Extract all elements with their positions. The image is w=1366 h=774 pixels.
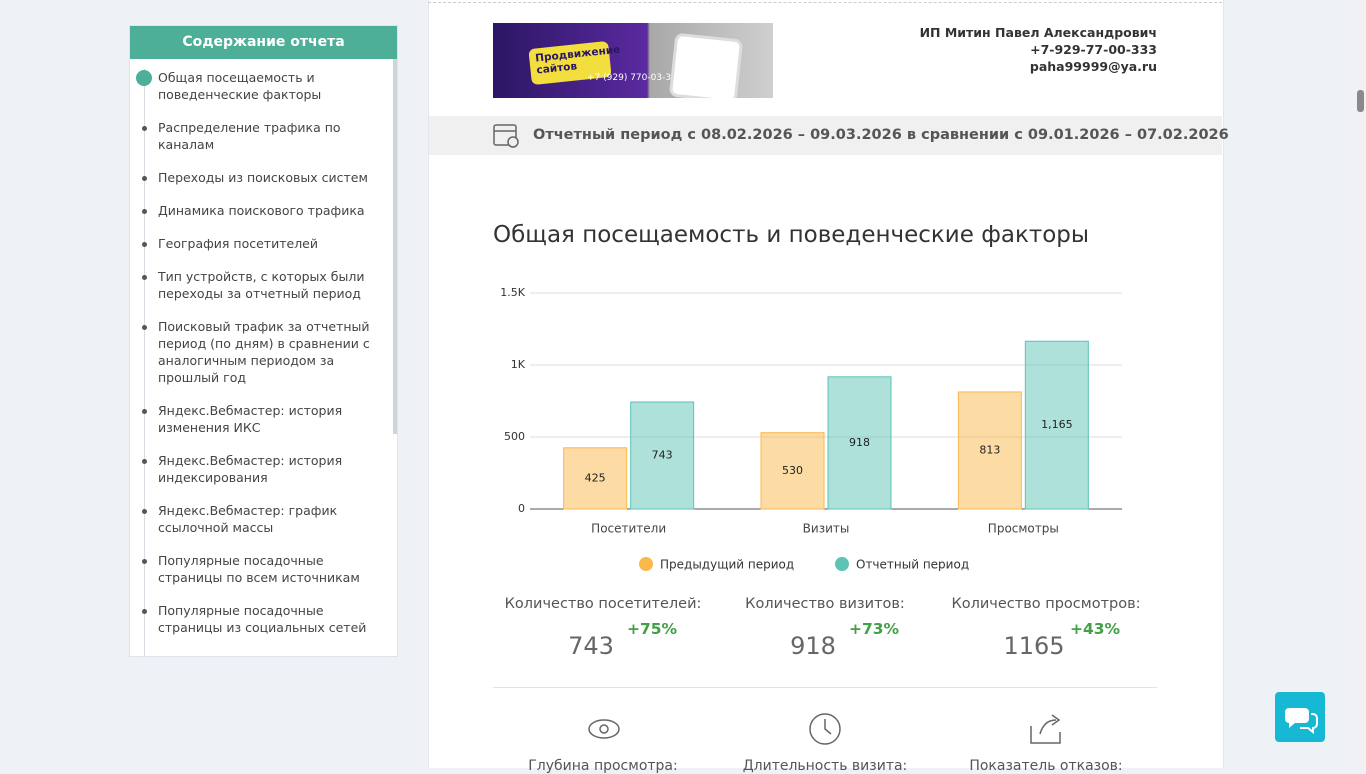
bar	[1024, 340, 1089, 510]
sidebar-item[interactable]: Динамика поискового трафика	[130, 194, 397, 227]
banner: Продвижение сайтов +7 (929) 770-03-33	[493, 23, 773, 98]
bullet	[142, 275, 147, 280]
scrollbar	[1357, 0, 1366, 768]
sidebar-item[interactable]: Поисковый трафик за отчетный период (по …	[130, 310, 397, 394]
sidebar-item[interactable]: Общая посещаемость и поведенческие факто…	[130, 61, 397, 111]
stat-value: 743	[568, 632, 614, 660]
stat: Количество визитов: 918 +73%	[715, 596, 935, 660]
metric-label: Длительность визита:	[742, 758, 908, 774]
bar	[630, 401, 695, 510]
sidebar-item[interactable]: Распределение трафика по каналам	[130, 111, 397, 161]
contact-name: ИП Митин Павел Александрович	[919, 25, 1157, 40]
divider	[493, 687, 1157, 688]
top-border	[428, 2, 1222, 3]
bar	[760, 432, 825, 510]
stat-value: 918	[790, 632, 836, 660]
metric-icons	[588, 713, 1061, 745]
stat-change: +75%	[627, 620, 678, 638]
stat-label: Количество просмотров:	[951, 596, 1141, 612]
sidebar-scrollbar	[393, 59, 397, 434]
stat-value: 1165	[1003, 632, 1065, 660]
bullet	[142, 509, 147, 514]
value-label: 743	[652, 449, 673, 462]
stat-label: Количество посетителей:	[504, 596, 702, 612]
legend-label: Отчетный период	[856, 558, 969, 572]
legend-marker	[639, 557, 653, 571]
sidebar-item[interactable]: Популярные посадочные страницы	[130, 644, 397, 656]
check-bullet	[136, 70, 152, 86]
value-label: 918	[849, 436, 870, 449]
contact-phone: +7-929-77-00-333	[1030, 42, 1157, 57]
chart: 0 500 1K 1.5K Посетители 425 743 Визиты 530 918 Пр…	[500, 286, 1122, 572]
y-tick-label: 1K	[511, 358, 526, 371]
sidebar-item[interactable]: Яндекс.Вебмастер: история индексирования	[130, 444, 397, 494]
sidebar-item[interactable]: Яндекс.Вебмастер: график ссылочной массы	[130, 494, 397, 544]
metric-label: Показатель отказов:	[969, 758, 1123, 774]
value-label: 1,165	[1041, 418, 1073, 431]
bullet	[142, 559, 147, 564]
sidebar-item[interactable]: Переходы из поисковых систем	[130, 161, 397, 194]
sidebar-item[interactable]: География посетителей	[130, 227, 397, 260]
scrollbar-thumb[interactable]	[1357, 90, 1364, 112]
banner-phone: +7 (929) 770-03-33	[587, 73, 677, 83]
period-bar	[429, 116, 1222, 155]
chat-button[interactable]	[1275, 692, 1325, 742]
calendar-icon	[493, 124, 519, 148]
sidebar-title: Содержание отчета	[130, 26, 397, 59]
x-tick-label: Просмотры	[988, 522, 1059, 536]
period-text: Отчетный период с 08.02.2026 – 09.03.202…	[533, 127, 1229, 143]
y-tick-label: 0	[518, 502, 525, 515]
section-title: Общая посещаемость и поведенческие факто…	[493, 222, 1090, 248]
value-label: 425	[585, 471, 606, 484]
y-tick-label: 500	[504, 430, 525, 443]
bullet	[142, 176, 147, 181]
bullet	[142, 325, 147, 330]
stat: Количество просмотров: 1165 +43%	[936, 596, 1156, 660]
bar	[957, 391, 1022, 510]
stat-label: Количество визитов:	[745, 596, 905, 612]
contact-email: paha99999@ya.ru	[1029, 59, 1157, 74]
value-label: 530	[782, 464, 803, 477]
x-tick-label: Посетители	[591, 522, 666, 536]
sidebar-list: Общая посещаемость и поведенческие факто…	[130, 59, 397, 656]
metric-label: Глубина просмотра:	[528, 758, 678, 774]
sidebar-item[interactable]: Популярные посадочные страницы по всем и…	[130, 544, 397, 594]
bullet	[142, 609, 147, 614]
sidebar-item[interactable]: Тип устройств, с которых были переходы з…	[130, 260, 397, 310]
x-tick-label: Визиты	[803, 522, 850, 536]
sidebar-item[interactable]: Яндекс.Вебмастер: история изменения ИКС	[130, 394, 397, 444]
bar	[563, 447, 628, 510]
sidebar-item[interactable]: Популярные посадочные страницы из социал…	[130, 594, 397, 644]
value-label: 813	[979, 443, 1000, 456]
stat-change: +43%	[1070, 620, 1121, 638]
legend-marker	[835, 557, 849, 571]
chat-icon	[1285, 708, 1318, 735]
bullet	[142, 459, 147, 464]
contact: ИП Митин Павел Александрович +7-929-77-0…	[920, 24, 1157, 75]
bullet	[142, 209, 147, 214]
stat: Количество посетителей: 743 +75%	[493, 596, 713, 660]
bar	[827, 376, 892, 510]
sidebar: Содержание отчета Общая посещаемость и п…	[129, 25, 398, 657]
y-tick-label: 1.5K	[500, 286, 525, 299]
stat-change: +73%	[849, 620, 900, 638]
bullet	[142, 242, 147, 247]
legend-label: Предыдущий период	[660, 558, 794, 572]
bullet	[142, 126, 147, 131]
bullet	[142, 409, 147, 414]
